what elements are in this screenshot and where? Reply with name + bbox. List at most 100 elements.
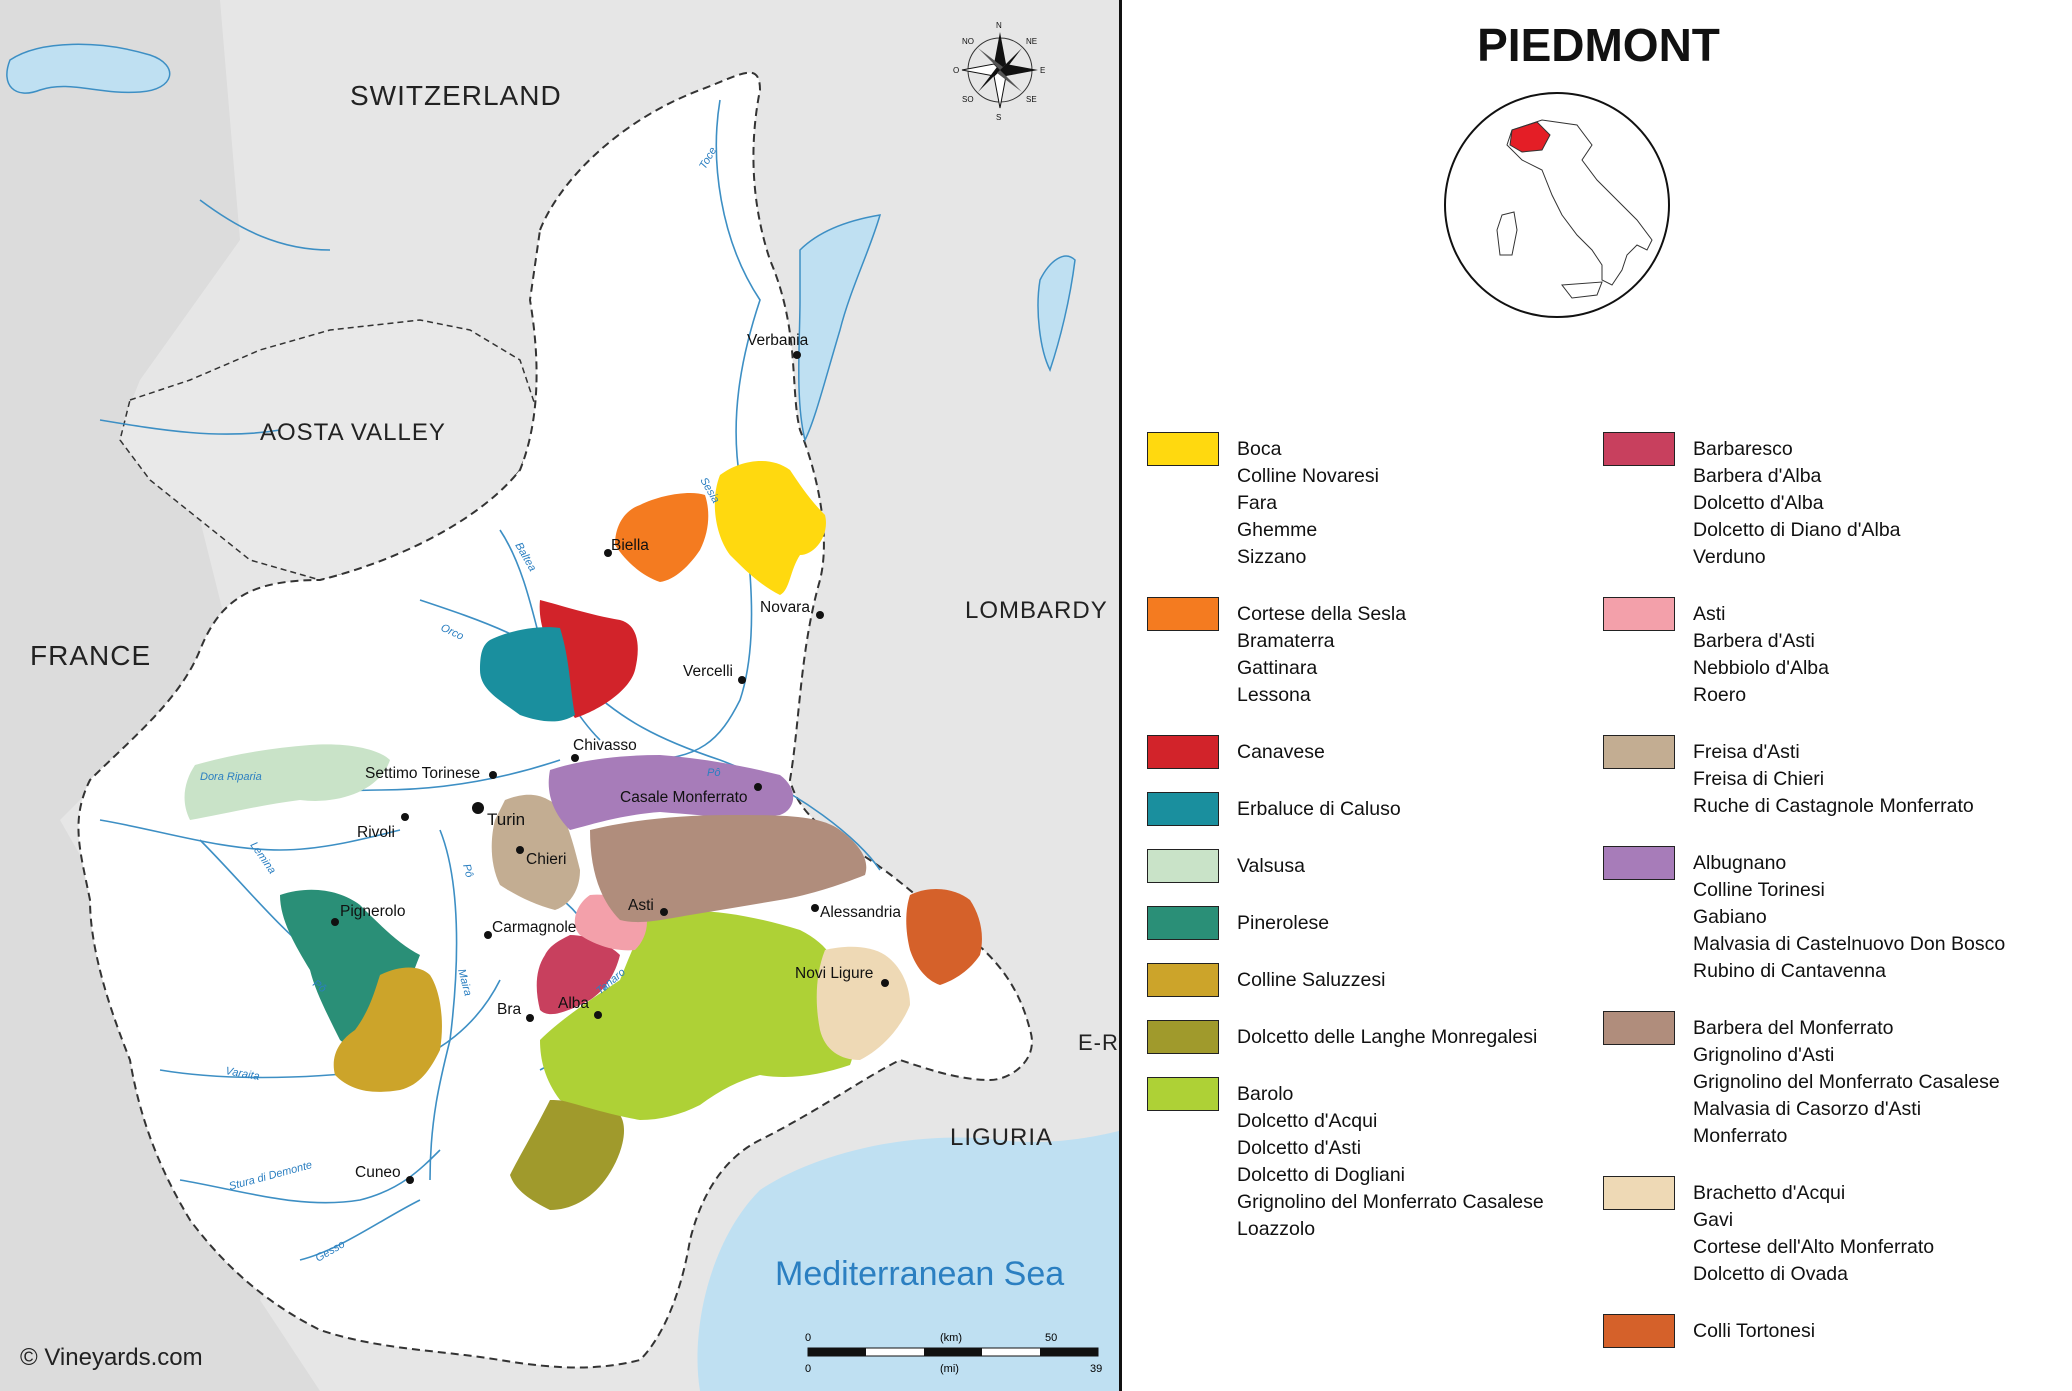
legend-swatch (1147, 792, 1219, 826)
legend-label: Lessona (1237, 684, 1311, 706)
legend-names: Canavese (1237, 735, 1587, 766)
legend-names: Colli Tortonesi (1693, 1314, 2063, 1345)
legend-panel: PIEDMONT Boca Colline Novaresi Fara Ghemme S… (1125, 0, 2072, 1391)
legend-label: Gattinara (1237, 657, 1318, 679)
legend-label: Freisa di Chieri (1693, 768, 1825, 790)
legend-swatch (1603, 1176, 1675, 1210)
city-cuneo: Cuneo (355, 1164, 401, 1181)
legend-names: Brachetto d'Acqui Gavi Cortese dell'Alto M… (1693, 1176, 2063, 1288)
legend-entry: Pinerolese (1147, 906, 1587, 940)
svg-text:(mi): (mi) (940, 1363, 959, 1375)
city-bra: Bra (497, 1001, 522, 1018)
svg-text:0: 0 (805, 1363, 811, 1375)
river-dora: Dora Riparia (200, 771, 262, 783)
legend-swatch (1147, 963, 1219, 997)
legend-label: Grignolino del Monferrato Casalese (1237, 1191, 1544, 1213)
legend-entry: Barolo Dolcetto d'Acqui Dolcetto d'Asti Dol… (1147, 1077, 1587, 1243)
region-monferrato (590, 815, 867, 923)
legend-names: Freisa d'Asti Freisa di Chieri Ruche di Ca… (1693, 735, 2063, 820)
legend-entry: Barbera del Monferrato Grignolino d'Asti G… (1603, 1011, 2063, 1150)
legend-label: Canavese (1237, 741, 1325, 763)
compass-labels: N S E O NO NE SO SE (953, 21, 1045, 122)
legend-left-column: Boca Colline Novaresi Fara Ghemme Sizzano Cor… (1147, 432, 1587, 1269)
region-saluzzesi (333, 967, 442, 1092)
legend-label: Dolcetto d'Asti (1237, 1137, 1362, 1159)
svg-text:SO: SO (962, 95, 974, 104)
city-chieri: Chieri (526, 851, 566, 868)
legend-names: Boca Colline Novaresi Fara Ghemme Sizzano (1237, 432, 1587, 571)
legend-entry: Freisa d'Asti Freisa di Chieri Ruche di Ca… (1603, 735, 2063, 820)
region-erbaluce (480, 627, 575, 722)
city-asti: Asti (628, 897, 654, 914)
legend-label: Verduno (1693, 546, 1766, 568)
legend-names: Asti Barbera d'Asti Nebbiolo d'Alba Roero (1693, 597, 2063, 709)
compass-icon (961, 32, 1038, 109)
label-sea: Mediterranean Sea (775, 1255, 1064, 1293)
city-settimo: Settimo Torinese (365, 765, 480, 782)
region-barolo (540, 910, 855, 1120)
legend-label: Colline Saluzzesi (1237, 969, 1386, 991)
legend-names: Barolo Dolcetto d'Acqui Dolcetto d'Asti Dol… (1237, 1077, 1587, 1243)
legend-label: Albugnano (1693, 852, 1787, 874)
legend-entry: Dolcetto delle Langhe Monregalesi (1147, 1020, 1587, 1054)
river-po1: Pô (707, 767, 720, 779)
city-alessandria: Alessandria (820, 904, 901, 921)
city-pignerolo: Pignerolo (340, 903, 406, 920)
legend-label: Sizzano (1237, 546, 1307, 568)
legend-names: Valsusa (1237, 849, 1587, 880)
label-france: FRANCE (30, 640, 151, 671)
city-biella: Biella (611, 537, 649, 554)
legend-label: Barbaresco (1693, 438, 1793, 460)
legend-entry: Erbaluce di Caluso (1147, 792, 1587, 826)
legend-label: Dolcetto d'Alba (1693, 492, 1824, 514)
city-novara: Novara (760, 599, 810, 616)
legend-label: Loazzolo (1237, 1218, 1316, 1240)
legend-label: Dolcetto d'Acqui (1237, 1110, 1378, 1132)
piedmont-map: SWITZERLAND FRANCE AOSTA VALLEY LOMBARDY… (0, 0, 1119, 1391)
city-chivasso: Chivasso (573, 737, 637, 754)
lake-maggiore (798, 214, 882, 443)
label-liguria: LIGURIA (950, 1124, 1053, 1151)
france-land (0, 0, 320, 1391)
legend-label: Dolcetto delle Langhe Monregalesi (1237, 1026, 1538, 1048)
region-monregalesi (510, 1100, 625, 1210)
svg-text:E: E (1040, 66, 1045, 75)
legend-names: Dolcetto delle Langhe Monregalesi (1237, 1020, 1587, 1051)
legend-label: Boca (1237, 438, 1282, 460)
legend-swatch (1147, 849, 1219, 883)
legend-title: PIEDMONT (1477, 19, 1720, 71)
svg-text:NO: NO (962, 37, 974, 46)
legend-names: Erbaluce di Caluso (1237, 792, 1587, 823)
legend-entry: Albugnano Colline Torinesi Gabiano Malvasia… (1603, 846, 2063, 985)
label-switzerland: SWITZERLAND (350, 80, 562, 111)
city-turin: Turin (487, 810, 525, 829)
legend-label: Gavi (1693, 1209, 1734, 1231)
region-boca (714, 460, 826, 595)
city-verbania: Verbania (747, 332, 809, 349)
legend-label: Dolcetto di Dogliani (1237, 1164, 1406, 1186)
legend-label: Dolcetto di Ovada (1693, 1263, 1849, 1285)
legend-label: Cortese della Sesla (1237, 603, 1407, 625)
svg-text:N: N (996, 21, 1002, 30)
legend-label: Ruche di Castagnole Monferrato (1693, 795, 1974, 817)
legend-label: Roero (1693, 684, 1747, 706)
svg-text:S: S (996, 113, 1001, 122)
lake-geneva (6, 43, 171, 94)
legend-swatch (1603, 1314, 1675, 1348)
scale-bar: 0 (km) 50 0 (mi) 39 (805, 1332, 1102, 1375)
legend-label: Grignolino d'Asti (1693, 1044, 1835, 1066)
legend-swatch (1147, 1077, 1219, 1111)
legend-names: Barbera del Monferrato Grignolino d'Asti G… (1693, 1011, 2063, 1150)
legend-swatch (1603, 1011, 1675, 1045)
legend-names: Cortese della Sesla Bramaterra Gattinara Le… (1237, 597, 1587, 709)
legend-label: Colli Tortonesi (1693, 1320, 1816, 1342)
region-freisa (491, 794, 580, 910)
city-alba: Alba (558, 995, 589, 1012)
legend-label: Monferrato (1693, 1125, 1788, 1147)
legend-entry: Valsusa (1147, 849, 1587, 883)
legend-entry: Colli Tortonesi (1603, 1314, 2063, 1348)
legend-label: Dolcetto di Diano d'Alba (1693, 519, 1901, 541)
legend-label: Rubino di Cantavenna (1693, 960, 1886, 982)
legend-label: Fara (1237, 492, 1278, 514)
legend-label: Valsusa (1237, 855, 1305, 877)
